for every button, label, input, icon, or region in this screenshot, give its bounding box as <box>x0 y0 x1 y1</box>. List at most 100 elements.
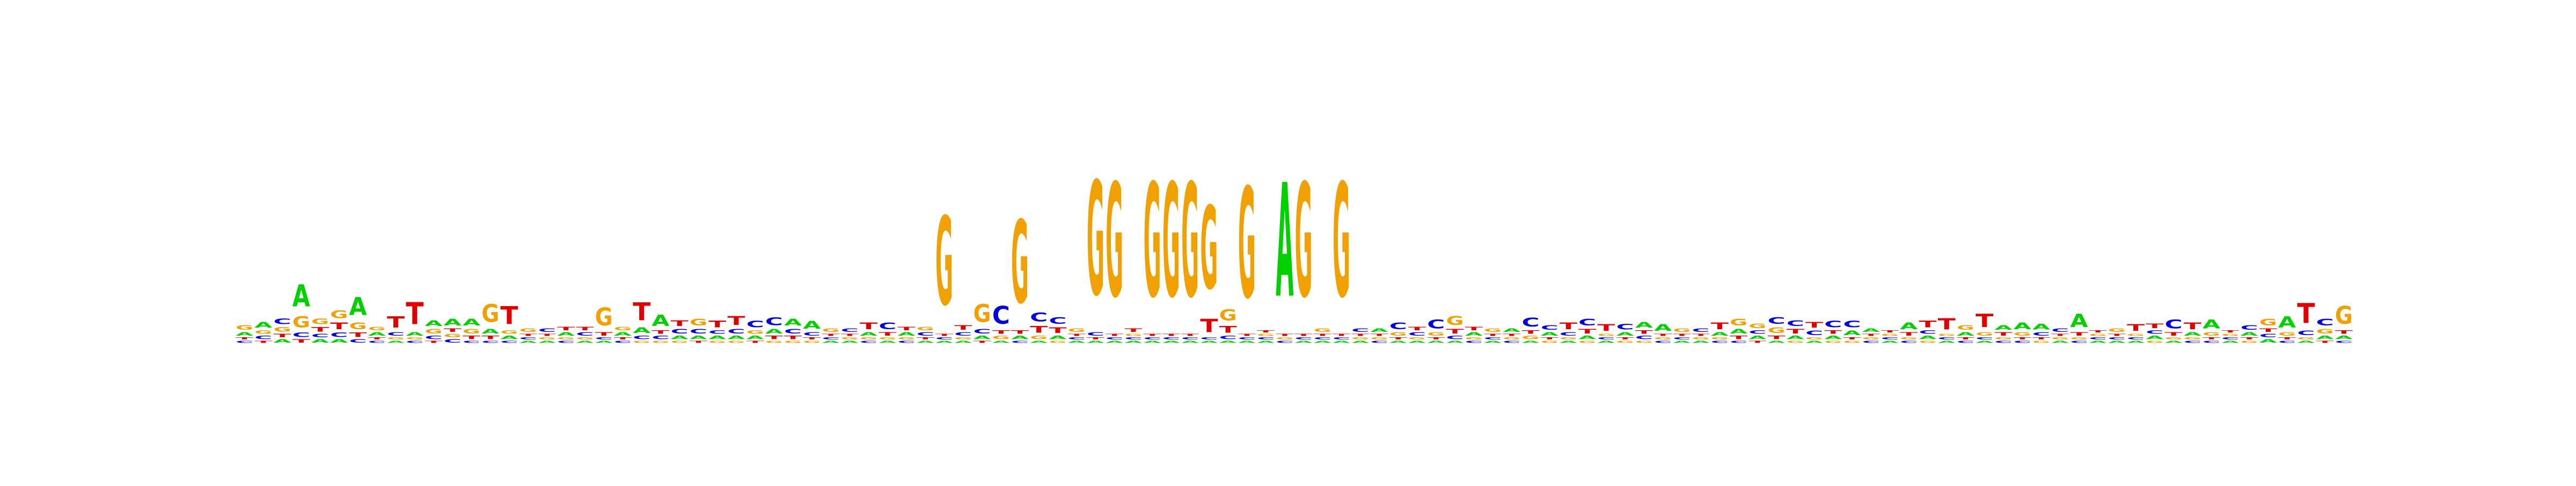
logo-letter-c: C <box>2259 333 2277 338</box>
logo-letter-g: G <box>1144 150 1161 332</box>
logo-letter-a: A <box>879 340 897 344</box>
logo-letter-t: T <box>274 333 291 339</box>
logo-letter-c: C <box>387 331 405 337</box>
logo-letter-c: C <box>1408 331 1426 337</box>
logo-letter-t: T <box>1975 310 1994 331</box>
logo-letter-t: T <box>860 321 877 331</box>
logo-letter-c: C <box>1938 337 1956 340</box>
logo-letter-t: T <box>708 319 726 330</box>
logo-letter-a: A <box>1068 340 1086 344</box>
logo-letter-g: G <box>1730 317 1747 328</box>
logo-letter-c: C <box>500 340 518 344</box>
logo-letter-c: C <box>1748 330 1766 335</box>
logo-letter-g: G <box>2259 317 2277 328</box>
logo-letter-a: A <box>860 331 877 337</box>
logo-letter-g: G <box>311 317 329 326</box>
logo-letter-t: T <box>1011 330 1029 335</box>
logo-letter-g: G <box>292 314 310 331</box>
logo-letter-t: T <box>1257 330 1275 333</box>
logo-letter-g: G <box>1295 150 1313 332</box>
logo-letter-c: C <box>236 340 253 344</box>
logo-letter-g: G <box>1465 337 1483 340</box>
logo-letter-c: C <box>2014 340 2031 344</box>
logo-letter-a: A <box>1011 335 1029 340</box>
logo-letter-t: T <box>595 331 613 337</box>
logo-letter-t: T <box>500 301 518 330</box>
logo-letter-t: T <box>803 337 821 340</box>
logo-letter-a: A <box>2259 338 2277 344</box>
logo-letter-a: A <box>425 319 443 328</box>
logo-letter-a: A <box>1843 330 1862 337</box>
logo-letter-c: C <box>1446 335 1463 340</box>
logo-letter-c: C <box>784 328 802 335</box>
logo-letter-c: C <box>841 328 859 333</box>
logo-letter-t: T <box>1087 337 1105 340</box>
logo-letter-t: T <box>1730 335 1747 340</box>
logo-letter-t: T <box>481 335 499 340</box>
logo-letter-a: A <box>2202 317 2221 331</box>
logo-letter-a: A <box>917 340 935 344</box>
logo-letter-c: C <box>1919 330 1937 335</box>
logo-letter-g: G <box>708 340 726 344</box>
logo-letter-t: T <box>2259 328 2277 333</box>
logo-letter-c: C <box>1503 340 1520 344</box>
logo-letter-c: C <box>1124 337 1142 340</box>
logo-letter-g: G <box>1711 337 1729 340</box>
logo-letter-g: G <box>2316 328 2334 335</box>
logo-letter-a: A <box>671 335 689 340</box>
logo-letter-t: T <box>633 298 650 327</box>
logo-letter-a: A <box>1276 150 1293 332</box>
logo-letter-g: G <box>1824 340 1842 344</box>
logo-letter-c: C <box>1484 337 1502 340</box>
logo-letter-a: A <box>1389 340 1408 344</box>
logo-letter-t: T <box>897 326 915 331</box>
logo-letter-c: C <box>2221 337 2239 340</box>
logo-letter-c: C <box>1862 340 1880 344</box>
logo-letter-t: T <box>1919 319 1937 330</box>
logo-letter-g: G <box>2241 340 2258 344</box>
logo-letter-g: G <box>1408 337 1426 340</box>
logo-letter-t: T <box>1049 326 1067 335</box>
logo-letter-c: C <box>425 335 442 340</box>
logo-letter-t: T <box>1333 333 1351 337</box>
logo-letter-a: A <box>765 328 784 335</box>
logo-letter-t: T <box>652 330 669 335</box>
logo-letter-a: A <box>1446 340 1464 344</box>
logo-letter-t: T <box>1843 337 1862 340</box>
logo-letter-g: G <box>576 337 594 340</box>
logo-letter-c: C <box>1787 319 1804 328</box>
logo-letter-g: G <box>1748 323 1766 330</box>
logo-letter-c: C <box>1711 340 1729 344</box>
logo-letter-c: C <box>1200 337 1218 340</box>
logo-letter-c: C <box>1654 340 1672 344</box>
logo-letter-g: G <box>1030 335 1048 340</box>
logo-letter-t: T <box>1578 328 1596 335</box>
logo-letter-c: C <box>2146 330 2163 335</box>
logo-letter-t: T <box>1162 333 1181 337</box>
logo-letter-c: C <box>2070 340 2088 344</box>
logo-letter-g: G <box>671 340 689 344</box>
